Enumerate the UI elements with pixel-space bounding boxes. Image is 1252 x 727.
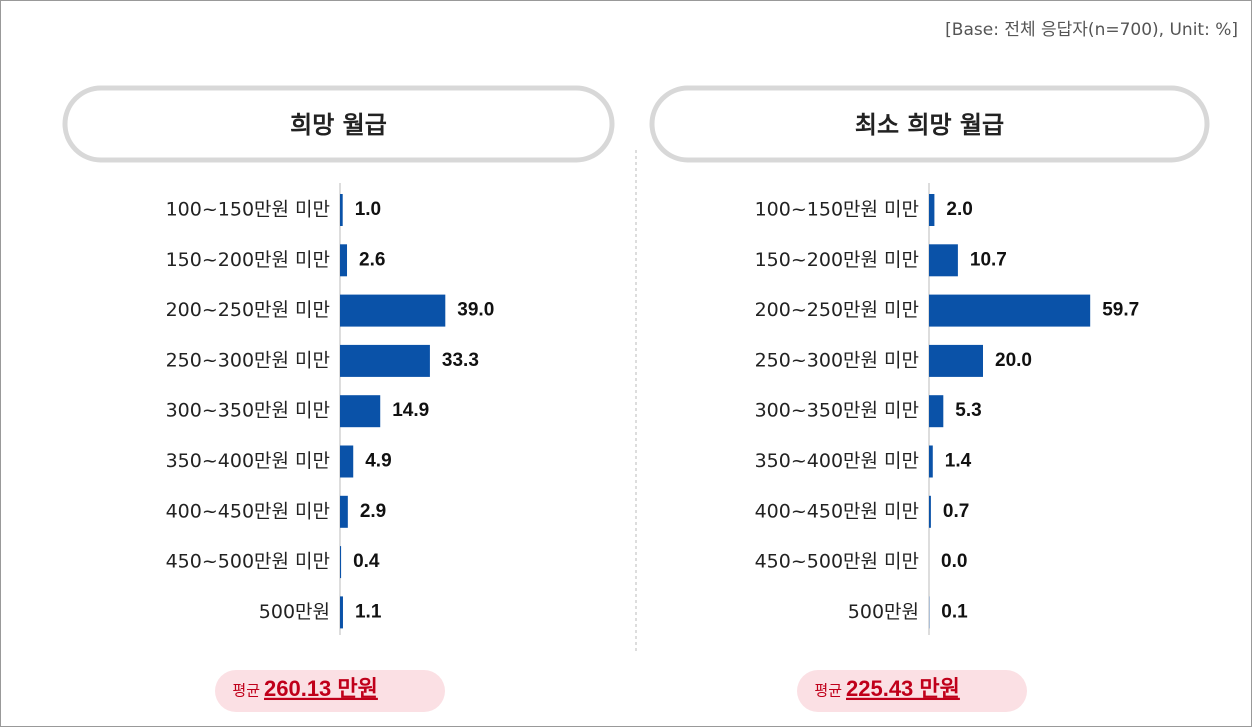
bar [929,194,935,226]
note: [Base: 전체 응답자(n=700), Unit: %] [945,20,1238,40]
bar [340,395,381,428]
value-label: 59.7 [1102,300,1139,321]
value-label: 10.7 [970,249,1007,270]
value-label: 1.0 [355,199,381,220]
bar [340,294,446,327]
bar [340,194,343,226]
bar [340,495,348,528]
category-label: 100~150만원 미만 [755,199,919,221]
bar [340,445,354,478]
bar [929,344,983,377]
category-label: 350~400만원 미만 [755,450,919,472]
value-label: 4.9 [365,451,391,472]
category-label: 450~500만원 미만 [755,551,919,573]
value-label: 5.3 [955,400,981,421]
category-label: 150~200만원 미만 [755,249,919,271]
average-badge [797,670,1027,712]
value-label: 0.7 [943,501,969,522]
value-label: 20.0 [995,350,1032,371]
bar [929,445,933,478]
category-label: 500만원 [259,601,330,623]
value-label: 14.9 [392,400,429,421]
value-label: 1.1 [355,601,382,622]
bar [929,495,931,528]
category-label: 350~400만원 미만 [166,450,330,472]
category-label: 500만원 [848,601,919,623]
category-label: 250~300만원 미만 [166,349,330,371]
category-label: 450~500만원 미만 [166,551,330,573]
value-label: 2.0 [946,199,972,220]
value-label: 33.3 [442,350,479,371]
bar [340,344,430,377]
bar [340,244,348,277]
average-value: 225.43 만원 [846,676,960,701]
category-label: 100~150만원 미만 [166,199,330,221]
category-label: 250~300만원 미만 [755,349,919,371]
panel-title: 최소 희망 월급 [855,111,1004,139]
category-label: 400~450만원 미만 [755,500,919,522]
average-value: 260.13 만원 [264,676,378,701]
bar [340,596,343,629]
average-prefix: 평균 [232,682,260,700]
value-label: 2.6 [359,249,385,270]
category-label: 200~250만원 미만 [755,299,919,321]
category-label: 200~250만원 미만 [166,299,330,321]
bar [929,244,958,277]
bar [929,395,944,428]
value-label: 2.9 [360,501,386,522]
average-badge [215,670,445,712]
panel-title: 희망 월급 [290,111,387,139]
category-label: 300~350만원 미만 [755,400,919,422]
value-label: 1.4 [945,451,972,472]
value-label: 0.4 [353,551,380,572]
category-label: 400~450만원 미만 [166,500,330,522]
value-label: 0.1 [941,601,968,622]
panel-header [649,85,1210,163]
panel-header [62,85,615,163]
category-label: 300~350만원 미만 [166,400,330,422]
value-label: 39.0 [457,300,494,321]
bar [929,294,1091,327]
bar [340,546,342,579]
category-label: 150~200만원 미만 [166,249,330,271]
average-prefix: 평균 [814,682,842,700]
value-label: 0.0 [941,551,967,572]
